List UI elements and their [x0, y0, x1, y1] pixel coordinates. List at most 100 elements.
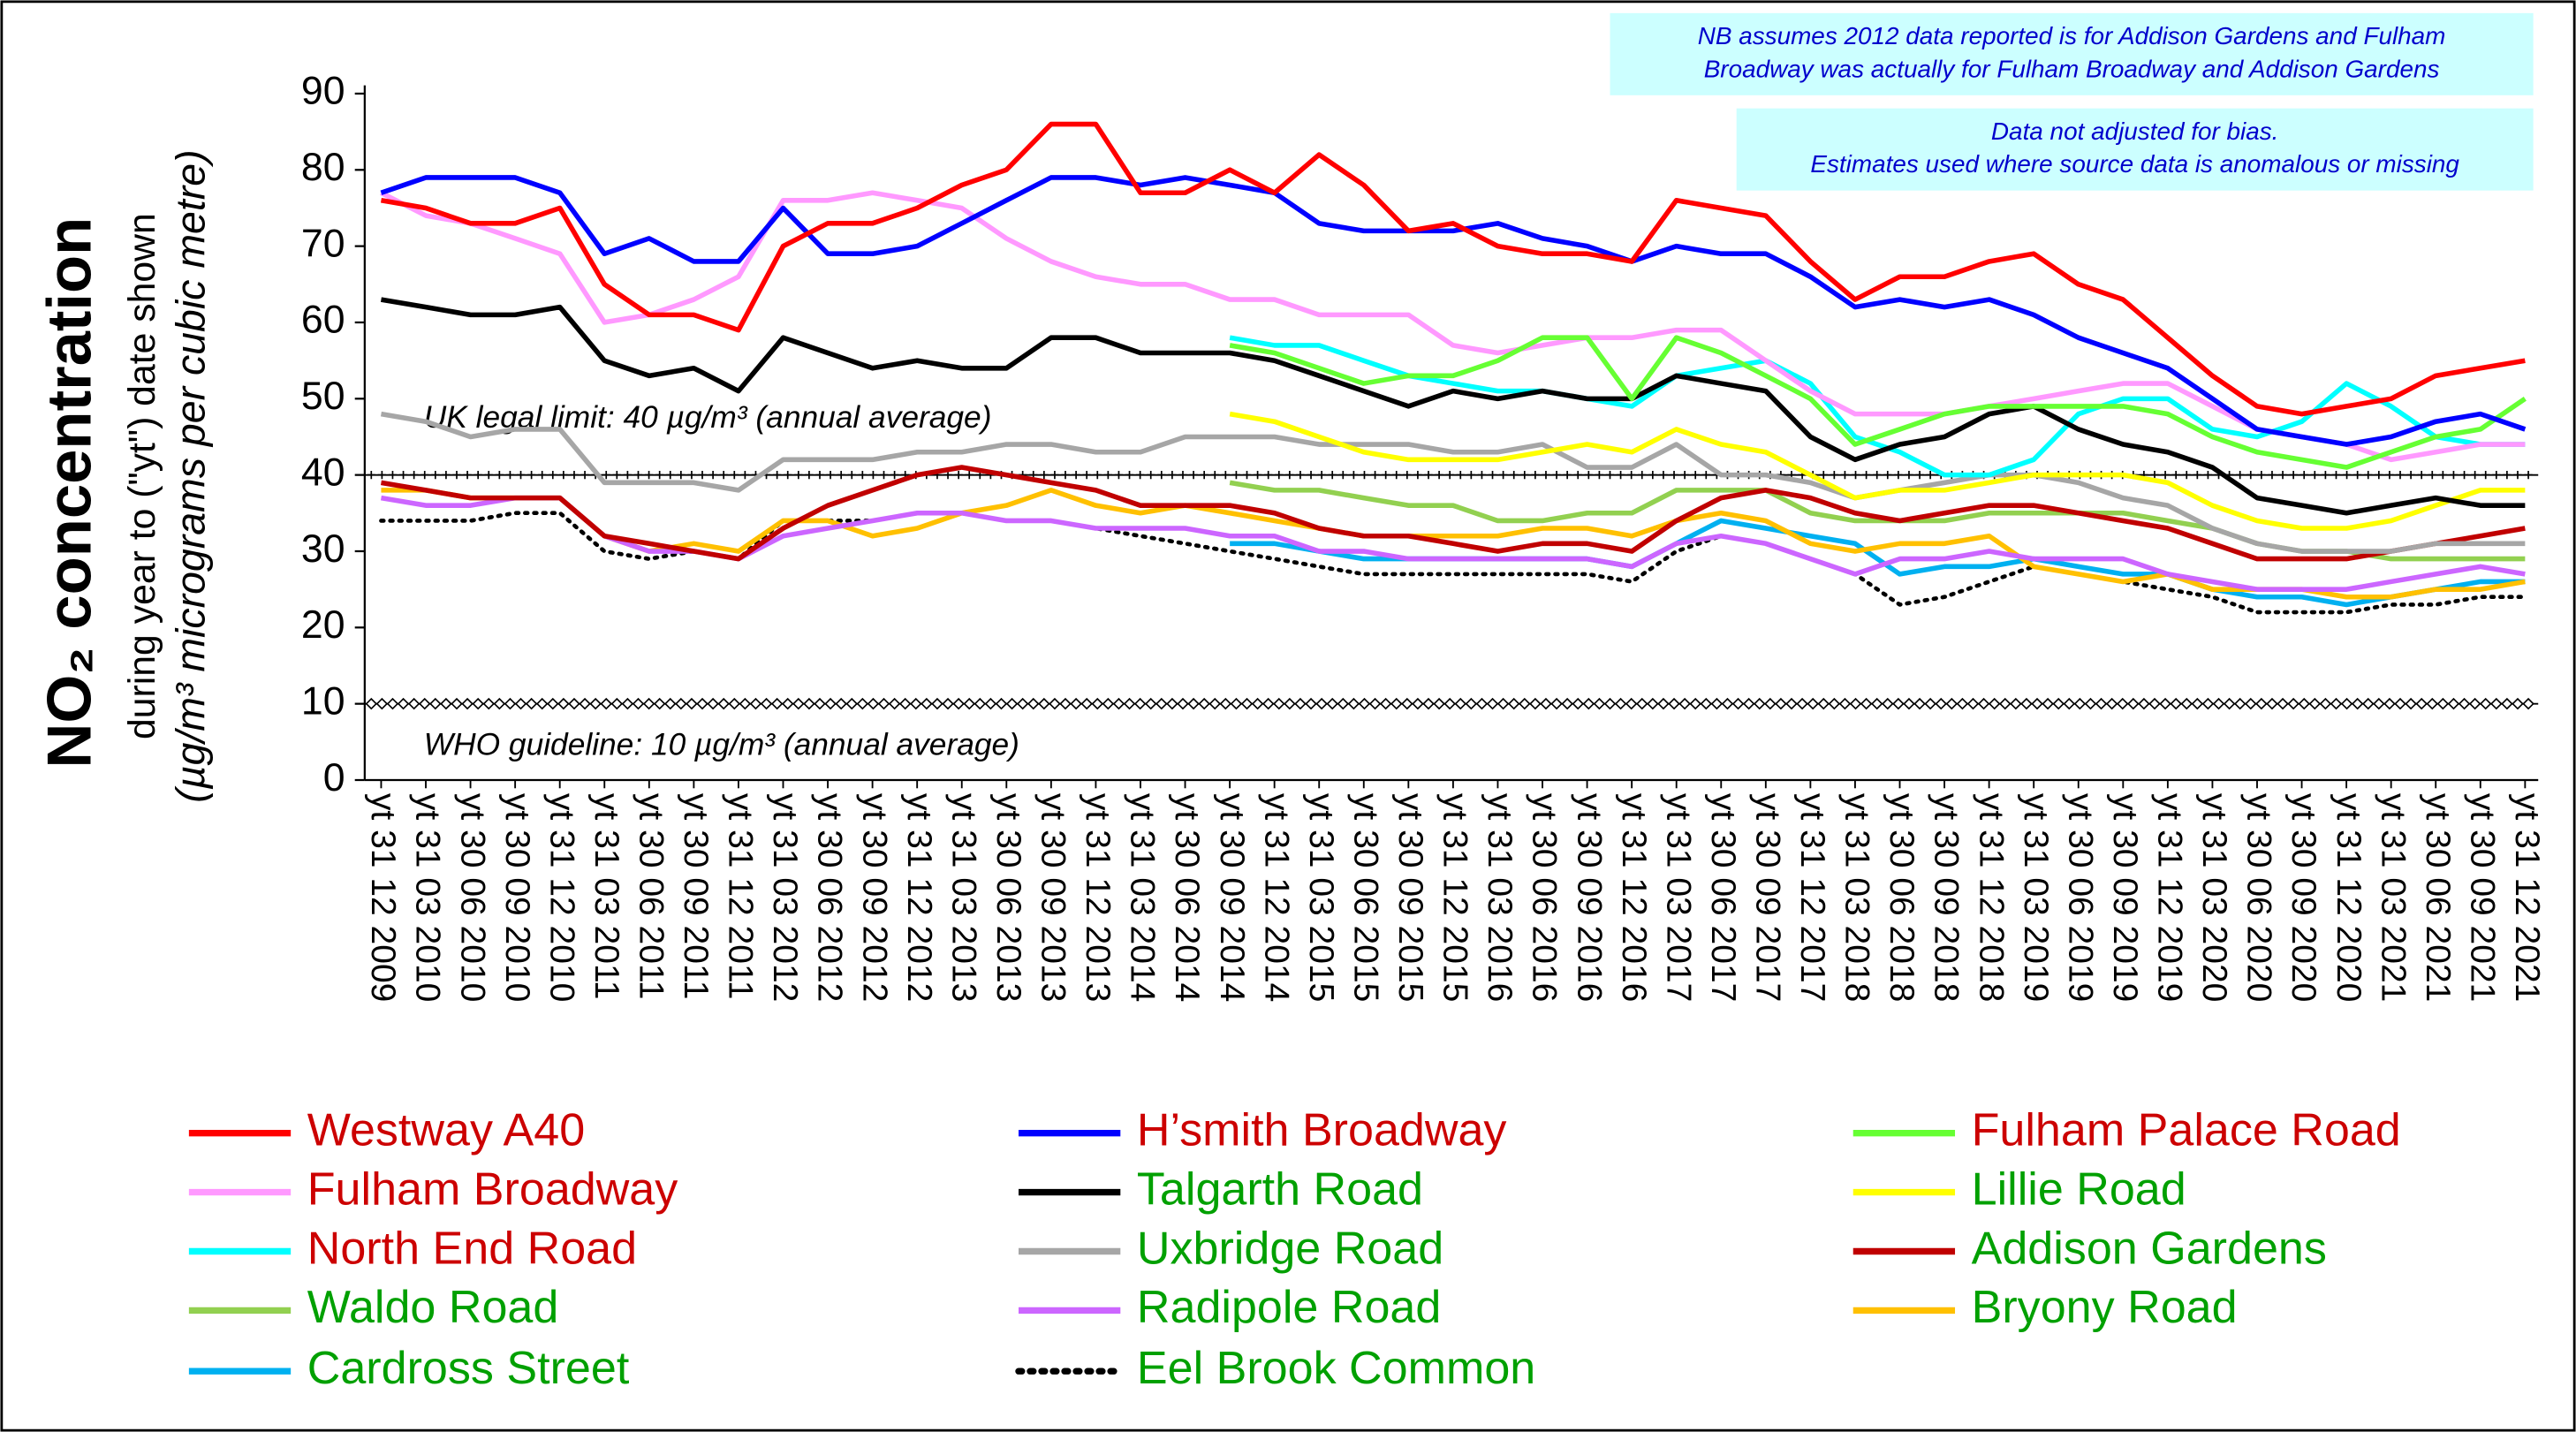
x-tick-label: yt 31 03 2018	[1838, 793, 1876, 1003]
x-tick-label: yt 31 12 2015	[1436, 793, 1474, 1003]
x-tick-label-group: yt 31 12 2011	[722, 793, 760, 1000]
x-tick-label: yt 30 09 2021	[2463, 793, 2501, 1003]
x-tick-label-group: yt 30 09 2015	[1391, 793, 1429, 1003]
x-tick-label-group: yt 31 03 2014	[1124, 793, 1162, 1003]
x-tick-label: yt 31 12 2012	[900, 793, 938, 1003]
x-tick-label: yt 31 12 2009	[364, 793, 402, 1003]
y-title: NO₂ concentration	[34, 217, 103, 769]
x-tick-label: yt 30 06 2018	[1883, 793, 1921, 1003]
note-box	[1736, 108, 2534, 191]
x-tick-label: yt 31 12 2018	[1972, 793, 2010, 1003]
x-tick-label-group: yt 30 09 2016	[1570, 793, 1608, 1003]
legend-label: Cardross Street	[307, 1343, 630, 1394]
x-tick-label-group: yt 30 09 2013	[1034, 793, 1072, 1003]
y-axis-subtitle: during year to ("yt") date shown	[121, 213, 163, 739]
x-tick-label: yt 30 09 2017	[1749, 793, 1787, 1003]
y-subtitle: during year to ("yt") date shown	[121, 213, 163, 739]
legend-label: Fulham Palace Road	[1972, 1104, 2401, 1155]
x-tick-label-group: yt 30 06 2015	[1346, 793, 1384, 1003]
x-tick-label-group: yt 30 09 2019	[2106, 793, 2144, 1003]
x-tick-label: yt 31 12 2019	[2151, 793, 2189, 1003]
legend-label: Lillie Road	[1972, 1163, 2186, 1215]
x-tick-label-group: yt 31 12 2014	[1257, 793, 1295, 1003]
x-tick-label-group: yt 30 09 2012	[855, 793, 893, 1003]
x-tick-label-group: yt 30 06 2018	[1883, 793, 1921, 1003]
x-tick-label: yt 30 09 2016	[1570, 793, 1608, 1003]
y-axis-units: (µg/m³ micrograms per cubic metre)	[168, 149, 214, 802]
legend-label: North End Road	[307, 1223, 637, 1274]
x-tick-label: yt 30 09 2019	[2106, 793, 2144, 1003]
y-tick-label: 0	[323, 756, 345, 799]
y-tick-label: 60	[301, 299, 345, 342]
x-tick-label: yt 31 03 2017	[1659, 793, 1697, 1003]
x-tick-label: yt 30 06 2012	[811, 793, 849, 1003]
y-units: (µg/m³ micrograms per cubic metre)	[168, 149, 214, 802]
x-tick-label: yt 30 06 2020	[2240, 793, 2278, 1003]
x-tick-label: yt 30 09 2013	[1034, 793, 1072, 1003]
x-tick-label-group: yt 30 06 2013	[989, 793, 1027, 1003]
x-tick-label: yt 31 03 2010	[409, 793, 447, 1003]
series-line	[380, 465, 2526, 562]
x-tick-label-group: yt 30 06 2019	[2061, 793, 2099, 1003]
note-text: Estimates used where source data is anom…	[1810, 150, 2459, 178]
legend-label: Uxbridge Road	[1137, 1223, 1443, 1274]
x-tick-label-group: yt 31 03 2015	[1302, 793, 1340, 1003]
x-tick-label-group: yt 30 09 2014	[1213, 793, 1251, 1003]
legend-label: Eel Brook Common	[1137, 1343, 1535, 1394]
note-text: Broadway was actually for Fulham Broadwa…	[1704, 55, 2440, 82]
x-tick-label: yt 30 06 2019	[2061, 793, 2099, 1003]
x-tick-label-group: yt 31 03 2019	[2017, 793, 2055, 1003]
x-tick-label: yt 30 09 2014	[1213, 793, 1251, 1003]
x-tick-label-group: yt 31 03 2010	[409, 793, 447, 1003]
x-tick-label: yt 31 12 2010	[542, 793, 580, 1003]
note-box	[1610, 12, 2534, 95]
x-tick-label: yt 30 09 2015	[1391, 793, 1429, 1003]
legend-label: Waldo Road	[307, 1282, 559, 1333]
x-tick-label: yt 31 12 2020	[2330, 793, 2368, 1003]
y-axis-title: NO₂ concentration	[34, 217, 103, 769]
x-tick-label: yt 30 09 2012	[855, 793, 893, 1003]
x-tick-label-group: yt 31 12 2018	[1972, 793, 2010, 1003]
x-tick-label-group: yt 31 03 2018	[1838, 793, 1876, 1003]
x-tick-label-group: yt 30 09 2017	[1749, 793, 1787, 1003]
y-tick-label: 70	[301, 222, 345, 265]
x-tick-label: yt 31 12 2016	[1615, 793, 1653, 1003]
x-tick-label: yt 30 06 2017	[1704, 793, 1742, 1003]
x-tick-label-group: yt 31 12 2009	[364, 793, 402, 1003]
x-tick-label: yt 30 09 2010	[498, 793, 536, 1003]
reference-markers	[367, 471, 2533, 480]
x-tick-label: yt 30 06 2014	[1168, 793, 1206, 1003]
x-tick-label-group: yt 31 12 2017	[1793, 793, 1831, 1003]
x-tick-label-group: yt 30 09 2021	[2463, 793, 2501, 1003]
series-line	[380, 190, 2526, 463]
reference-label: WHO guideline: 10 µg/m³ (annual average)	[424, 727, 1019, 761]
series-line	[380, 175, 2527, 447]
x-tick-label: yt 30 06 2011	[632, 793, 670, 1000]
series-line	[1229, 411, 2526, 531]
x-tick-label-group: yt 30 09 2011	[677, 793, 715, 1000]
reference-markers	[365, 697, 2534, 710]
x-tick-label: yt 31 12 2017	[1793, 793, 1831, 1003]
x-tick-label-group: yt 30 09 2018	[1928, 793, 1966, 1003]
x-tick-label-group: yt 31 03 2021	[2374, 793, 2412, 1003]
legend-label: Westway A40	[307, 1104, 585, 1155]
x-tick-label: yt 30 09 2020	[2284, 793, 2322, 1003]
y-tick-label: 80	[301, 146, 345, 189]
x-tick-label: yt 30 06 2021	[2419, 793, 2457, 1003]
x-tick-label: yt 31 12 2011	[722, 793, 760, 1000]
y-tick-label: 50	[301, 375, 345, 418]
note-text: NB assumes 2012 data reported is for Add…	[1698, 22, 2446, 49]
x-tick-label-group: yt 30 06 2017	[1704, 793, 1742, 1003]
x-tick-label-group: yt 30 06 2016	[1526, 793, 1564, 1003]
x-tick-label-group: yt 30 09 2020	[2284, 793, 2322, 1003]
x-tick-label-group: yt 31 12 2012	[900, 793, 938, 1003]
x-tick-label: yt 31 03 2011	[587, 793, 625, 1000]
y-tick-label: 20	[301, 603, 345, 647]
x-tick-label: yt 30 06 2016	[1526, 793, 1564, 1003]
y-tick-label: 10	[301, 679, 345, 723]
x-tick-label-group: yt 30 06 2012	[811, 793, 849, 1003]
x-tick-label-group: yt 31 03 2020	[2195, 793, 2233, 1003]
x-tick-label-group: yt 31 12 2013	[1079, 793, 1117, 1003]
